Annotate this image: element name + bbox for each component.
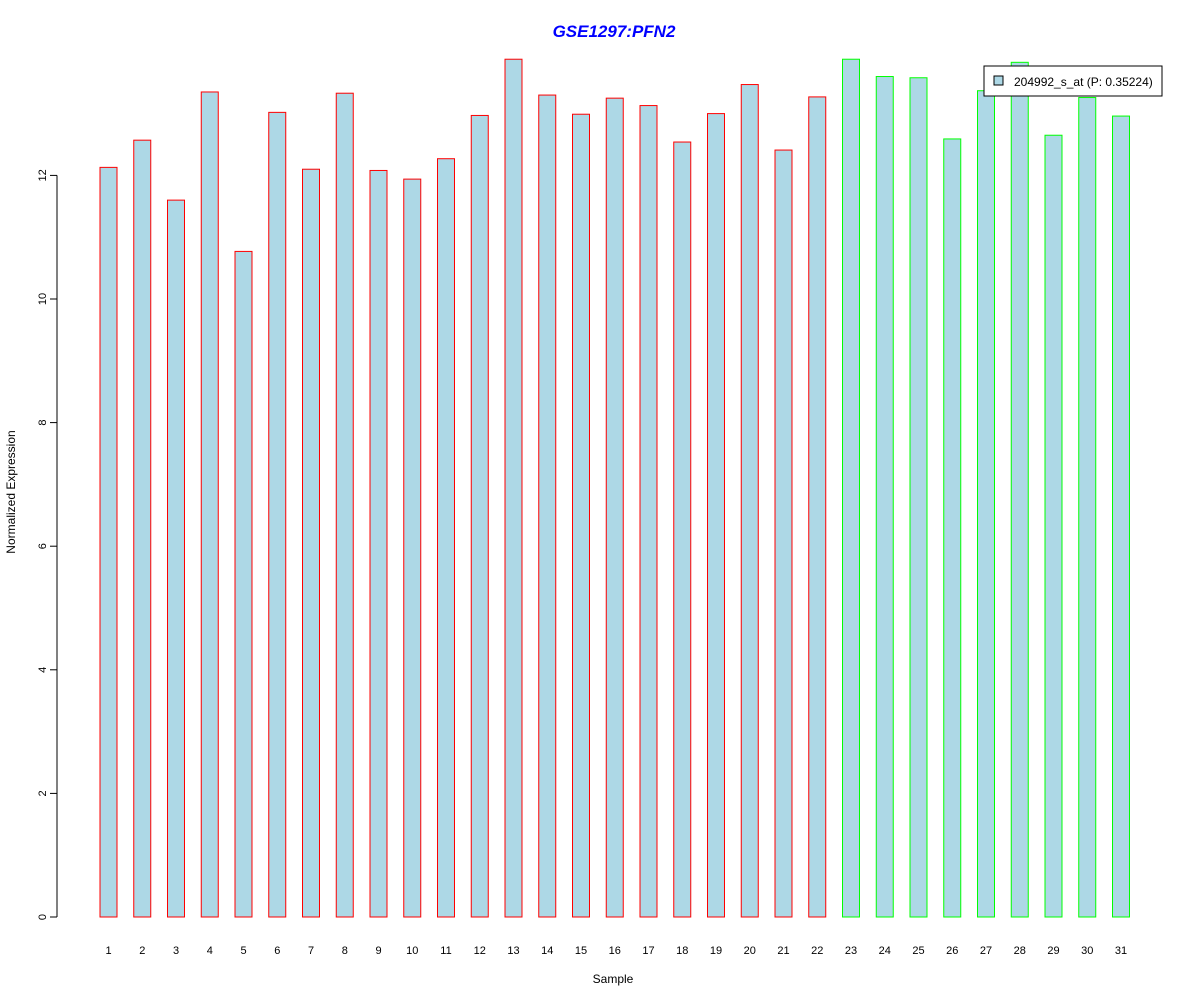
bar-sample-18 <box>673 141 692 918</box>
bar-sample-23 <box>842 58 860 918</box>
bar-sample-20 <box>740 84 759 918</box>
x-tick-label: 14 <box>541 945 553 957</box>
x-tick-label: 11 <box>440 945 451 957</box>
y-tick-label: 4 <box>37 667 49 673</box>
bar-sample-14 <box>538 94 557 918</box>
bar-sample-3 <box>167 199 185 918</box>
bar-sample-25 <box>909 77 928 918</box>
x-tick-label: 25 <box>912 945 924 957</box>
bar-sample-2 <box>133 139 152 918</box>
bar-sample-22 <box>808 96 827 918</box>
bar-sample-4 <box>200 91 219 918</box>
legend: 204992_s_at (P: 0.35224) <box>983 65 1163 97</box>
y-tick-label: 6 <box>37 543 49 549</box>
y-tick-label: 2 <box>37 790 49 796</box>
x-tick-label: 8 <box>342 945 348 957</box>
x-axis-title: Sample <box>593 972 634 986</box>
x-tick-label: 7 <box>308 945 314 957</box>
x-tick-label: 10 <box>406 945 418 957</box>
x-tick-label: 5 <box>240 945 246 957</box>
bar-sample-29 <box>1044 134 1063 918</box>
x-tick-label: 28 <box>1014 945 1026 957</box>
x-tick-label: 2 <box>139 945 145 957</box>
x-tick-label: 29 <box>1047 945 1059 957</box>
bar-sample-24 <box>875 76 894 918</box>
bar-sample-27 <box>977 90 995 918</box>
y-tick-label: 10 <box>37 293 49 305</box>
x-tick-label: 27 <box>980 945 992 957</box>
bar-sample-5 <box>234 250 253 918</box>
bar-sample-19 <box>707 113 725 918</box>
y-axis-title: Normalized Expression <box>4 430 18 553</box>
y-tick-label: 8 <box>37 420 49 426</box>
x-tick-label: 24 <box>879 945 891 957</box>
bar-sample-8 <box>335 92 354 918</box>
legend-label: 204992_s_at (P: 0.35224) <box>1014 75 1153 89</box>
legend-swatch <box>993 75 1004 86</box>
bar-sample-1 <box>99 166 118 918</box>
y-tick-label: 12 <box>37 169 49 181</box>
bar-sample-12 <box>470 114 489 918</box>
legend-box <box>983 65 1163 97</box>
y-tick-label: 0 <box>37 914 49 920</box>
bar-sample-11 <box>437 158 455 918</box>
bar-sample-6 <box>268 111 287 918</box>
x-tick-label: 6 <box>274 945 280 957</box>
x-tick-label: 17 <box>642 945 654 957</box>
bar-sample-21 <box>774 149 793 918</box>
x-tick-label: 31 <box>1115 945 1127 957</box>
x-tick-label: 26 <box>946 945 958 957</box>
x-tick-label: 20 <box>744 945 756 957</box>
chart-title: GSE1297:PFN2 <box>553 22 676 41</box>
x-tick-label: 23 <box>845 945 857 957</box>
bar-sample-13 <box>504 58 523 918</box>
x-tick-label: 19 <box>710 945 722 957</box>
x-axis: 1 2 3 4 5 6 7 8 9 10 11 12 13 14 15 16 17 18 19 20 21 22 23 24 2… <box>105 945 1127 957</box>
x-tick-label: 21 <box>777 945 789 957</box>
x-tick-label: 16 <box>609 945 621 957</box>
bar-sample-28 <box>1010 61 1029 918</box>
bar-sample-31 <box>1112 115 1130 918</box>
x-tick-label: 3 <box>173 945 179 957</box>
bar-sample-26 <box>943 138 962 918</box>
bar-sample-7 <box>302 168 320 918</box>
x-tick-label: 30 <box>1081 945 1093 957</box>
x-tick-label: 15 <box>575 945 587 957</box>
bar-sample-17 <box>639 105 658 918</box>
bar-sample-9 <box>369 169 388 918</box>
bar-sample-30 <box>1078 97 1097 918</box>
x-tick-label: 9 <box>375 945 381 957</box>
x-tick-label: 12 <box>474 945 486 957</box>
x-tick-label: 13 <box>507 945 519 957</box>
x-tick-label: 18 <box>676 945 688 957</box>
bar-sample-16 <box>605 97 624 918</box>
x-tick-label: 1 <box>105 945 111 957</box>
x-tick-label: 4 <box>207 945 213 957</box>
bar-sample-15 <box>572 113 590 918</box>
bar-sample-10 <box>403 178 422 918</box>
y-axis: 0 2 4 6 8 10 12 <box>37 169 58 920</box>
x-tick-label: 22 <box>811 945 823 957</box>
bars <box>99 58 1130 918</box>
